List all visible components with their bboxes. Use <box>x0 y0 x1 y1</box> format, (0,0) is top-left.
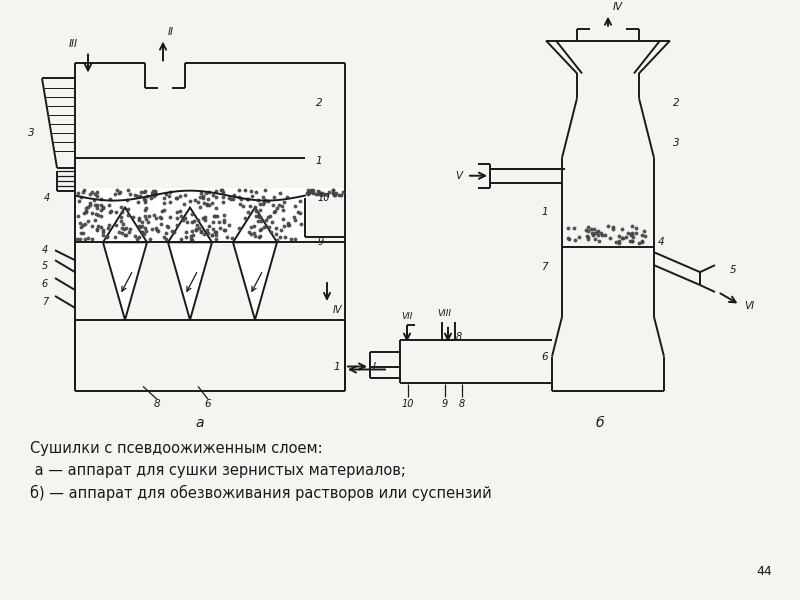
Text: VII: VII <box>402 312 413 321</box>
Text: III: III <box>69 38 78 49</box>
Text: 5: 5 <box>730 265 737 275</box>
Text: б) — аппарат для обезвоживания растворов или суспензий: б) — аппарат для обезвоживания растворов… <box>30 485 492 501</box>
Text: а — аппарат для сушки зернистых материалов;: а — аппарат для сушки зернистых материал… <box>30 463 406 478</box>
Text: 8: 8 <box>154 399 160 409</box>
Polygon shape <box>233 208 277 242</box>
Text: V: V <box>455 171 462 181</box>
Text: 4: 4 <box>658 238 665 247</box>
Text: 8: 8 <box>456 332 462 341</box>
Text: 3: 3 <box>673 138 680 148</box>
Text: 6: 6 <box>42 279 48 289</box>
Text: IV: IV <box>613 2 623 12</box>
Text: 44: 44 <box>756 565 772 578</box>
Text: 6: 6 <box>205 399 211 409</box>
Text: 7: 7 <box>542 262 548 272</box>
Polygon shape <box>103 208 147 242</box>
Text: а: а <box>196 416 204 430</box>
Text: I: I <box>373 362 376 371</box>
Text: II: II <box>168 26 174 37</box>
Text: 4: 4 <box>42 245 48 255</box>
Text: 9: 9 <box>318 238 324 247</box>
Text: 1: 1 <box>542 208 548 217</box>
Text: 1: 1 <box>316 156 322 166</box>
Text: б: б <box>596 416 604 430</box>
Text: 1: 1 <box>334 362 340 371</box>
Text: VI: VI <box>744 301 754 311</box>
Polygon shape <box>168 242 212 320</box>
Text: Сушилки с псевдоожиженным слоем:: Сушилки с псевдоожиженным слоем: <box>30 441 322 456</box>
Bar <box>75 188 305 242</box>
Text: 7: 7 <box>42 297 48 307</box>
Polygon shape <box>168 208 212 242</box>
Text: 3: 3 <box>28 128 35 138</box>
Text: 10: 10 <box>318 193 330 203</box>
Bar <box>305 188 345 197</box>
Text: 5: 5 <box>42 261 48 271</box>
Text: VIII: VIII <box>437 309 451 318</box>
Text: 9: 9 <box>442 399 448 409</box>
Text: IV: IV <box>333 305 342 315</box>
Polygon shape <box>233 242 277 320</box>
Text: 8: 8 <box>459 399 465 409</box>
Text: 10: 10 <box>402 399 414 409</box>
Text: 2: 2 <box>673 98 680 108</box>
Polygon shape <box>103 242 147 320</box>
Text: 2: 2 <box>316 98 322 108</box>
Text: 4: 4 <box>44 193 50 203</box>
Text: 6: 6 <box>542 352 548 362</box>
